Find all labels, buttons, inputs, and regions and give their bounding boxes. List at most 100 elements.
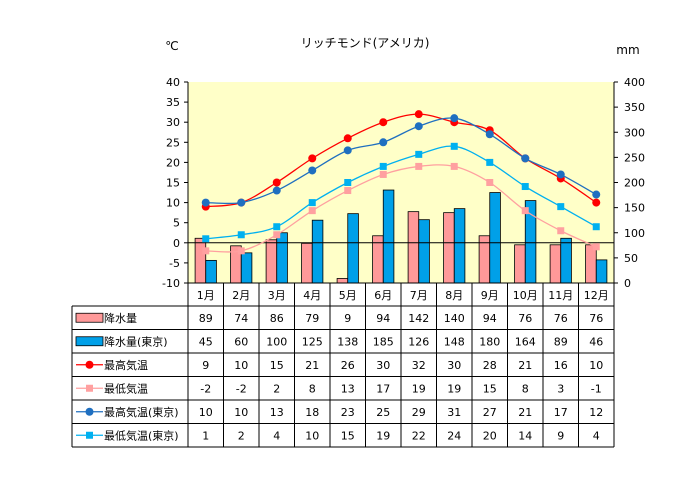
legend-label: 最高気温 <box>104 358 148 372</box>
legend-label: 最高気温(東京) <box>104 405 179 419</box>
table-cell-value: 10 <box>234 359 248 372</box>
right-tick-label: 300 <box>624 126 645 139</box>
line-point <box>592 198 601 207</box>
left-tick-label: 30 <box>166 116 180 129</box>
table-cell-value: 19 <box>412 382 426 395</box>
line-point <box>557 227 565 235</box>
line-point <box>415 150 423 158</box>
left-tick-label: 15 <box>166 177 180 190</box>
line-point <box>521 207 529 215</box>
left-tick-label: 35 <box>166 96 180 109</box>
line-point <box>308 166 317 175</box>
table-cell-value: 94 <box>376 312 390 325</box>
line-point <box>521 183 529 191</box>
bar-precip <box>194 237 207 284</box>
right-tick-label: 0 <box>624 277 631 290</box>
legend-marker <box>86 431 93 439</box>
bar-precip <box>336 278 349 284</box>
line-point <box>556 170 565 179</box>
bar-precip-tokyo <box>560 237 572 284</box>
table-cell-value: 100 <box>266 335 287 348</box>
line-point <box>414 122 423 131</box>
legend-label: 降水量(東京) <box>104 334 168 348</box>
line-point <box>592 223 600 231</box>
table-cell-value: 8 <box>522 382 529 395</box>
bar-precip-tokyo <box>205 259 217 284</box>
left-tick-label: 0 <box>173 237 180 250</box>
legend-marker <box>86 384 93 392</box>
right-tick-label: 250 <box>624 151 645 164</box>
table-cell-value: -2 <box>200 382 211 395</box>
table-cell-value: 26 <box>341 359 355 372</box>
table-cell-value: 29 <box>412 406 426 419</box>
table-cell-value: 17 <box>554 406 568 419</box>
table-cell-value: 23 <box>341 406 355 419</box>
table-cell-value: 21 <box>305 359 319 372</box>
line-point <box>379 162 387 170</box>
category-label: 1月 <box>197 289 215 302</box>
table-cell-value: 76 <box>554 312 568 325</box>
table-cell-value: 21 <box>518 359 532 372</box>
legend-swatch <box>75 312 104 323</box>
line-point <box>202 247 210 255</box>
table-cell-value: 16 <box>554 359 568 372</box>
table-cell-value: 4 <box>273 429 280 442</box>
line-point <box>344 187 352 195</box>
table-cell-value: 2 <box>273 382 280 395</box>
line-point <box>237 247 245 255</box>
table-cell-value: -1 <box>591 382 602 395</box>
category-label: 11月 <box>548 289 573 302</box>
line-point <box>450 162 458 170</box>
table-cell-value: 30 <box>376 359 390 372</box>
left-tick-label: 25 <box>166 136 180 149</box>
right-tick-label: 150 <box>624 202 645 215</box>
table-cell-value: 13 <box>341 382 355 395</box>
line-point <box>272 186 281 195</box>
table-cell-value: 89 <box>554 335 568 348</box>
line-point <box>486 158 494 166</box>
line-point <box>273 223 281 231</box>
line-point <box>379 118 388 127</box>
line-point <box>237 231 245 239</box>
table-cell-value: -2 <box>236 382 247 395</box>
table-cell-value: 15 <box>341 429 355 442</box>
line-point <box>521 154 530 163</box>
line-point <box>344 179 352 186</box>
bars <box>194 189 608 284</box>
table-cell-value: 30 <box>447 359 461 372</box>
legend-marker <box>85 407 94 416</box>
left-tick-label: 5 <box>173 217 180 230</box>
line-point <box>237 198 246 207</box>
right-tick-label: 200 <box>624 177 645 190</box>
line-point <box>201 198 210 207</box>
category-label: 7月 <box>410 289 428 302</box>
bar-precip-tokyo <box>382 189 395 284</box>
table-cell-value: 28 <box>483 359 497 372</box>
table-cell-value: 4 <box>593 429 600 442</box>
table-cell-value: 126 <box>408 335 429 348</box>
table-cell-value: 142 <box>408 312 429 325</box>
right-axis-unit: mm <box>616 43 639 57</box>
plot-area <box>188 82 614 283</box>
left-tick-label: 10 <box>166 197 180 210</box>
table-cell-value: 1 <box>202 429 209 442</box>
table-cell-value: 31 <box>447 406 461 419</box>
category-label: 4月 <box>303 289 321 302</box>
line-point <box>486 179 494 186</box>
line-point <box>343 134 352 143</box>
table-cell-value: 21 <box>518 406 532 419</box>
line-point <box>308 199 316 207</box>
left-tick-label: 40 <box>166 76 180 89</box>
line-point <box>557 203 565 211</box>
legend-label: 最低気温 <box>104 381 148 395</box>
chart-title: リッチモンド(アメリカ) <box>301 36 430 50</box>
table-cell-value: 60 <box>234 335 248 348</box>
bar-precip-tokyo <box>311 219 324 284</box>
bar-precip-tokyo <box>489 192 501 284</box>
table-cell-value: 94 <box>483 312 497 325</box>
table-cell-value: 19 <box>447 382 461 395</box>
line-point <box>485 130 494 139</box>
table-cell-value: 89 <box>199 312 213 325</box>
bar-precip <box>443 212 455 284</box>
